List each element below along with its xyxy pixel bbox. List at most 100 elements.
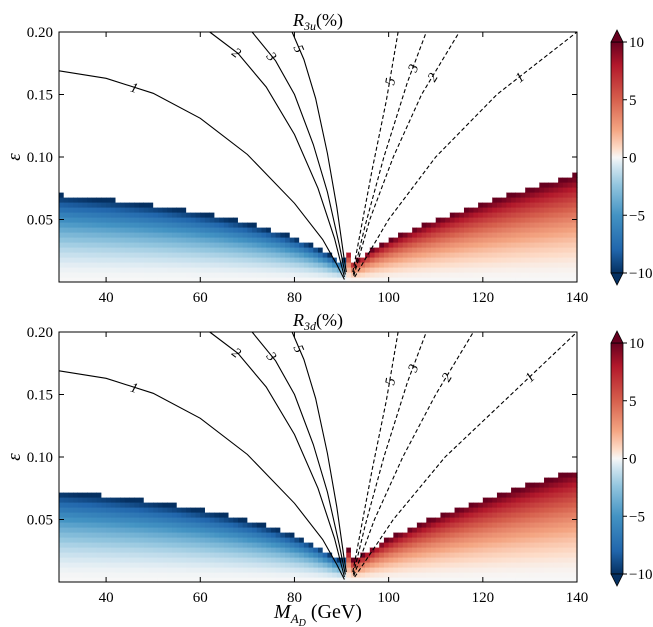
heatmap-cell: [91, 247, 98, 253]
heatmap-cell: [275, 152, 281, 158]
heatmap-cell: [280, 37, 286, 43]
heatmap-cell: [73, 77, 79, 83]
heatmap-cell: [463, 237, 470, 243]
heatmap-cell: [496, 222, 503, 228]
heatmap-cell: [487, 187, 493, 193]
heatmap-cell: [82, 37, 88, 43]
heatmap-cell: [482, 157, 489, 163]
heatmap-cell: [59, 57, 65, 63]
heatmap-cell: [445, 152, 451, 158]
heatmap-cell: [115, 242, 121, 248]
heatmap-cell: [68, 252, 74, 258]
heatmap-cell: [219, 37, 225, 43]
heatmap-cell: [350, 277, 357, 283]
heatmap-cell: [167, 102, 173, 108]
heatmap-cell: [237, 67, 244, 73]
heatmap-cell: [87, 242, 93, 248]
heatmap-cell: [355, 222, 361, 228]
heatmap-cell: [219, 72, 225, 78]
heatmap-cell: [106, 252, 112, 258]
heatmap-cell: [153, 127, 159, 133]
heatmap-cell: [393, 82, 399, 88]
heatmap-cell: [492, 187, 498, 193]
heatmap-cell: [440, 232, 446, 238]
heatmap-cell: [431, 187, 437, 193]
heatmap-cell: [209, 252, 215, 258]
heatmap-cell: [124, 157, 131, 163]
heatmap-cell: [327, 252, 333, 258]
heatmap-cell: [167, 197, 173, 203]
heatmap-cell: [124, 227, 131, 233]
heatmap-cell: [525, 237, 531, 243]
heatmap-cell: [416, 187, 423, 193]
heatmap-cell: [110, 102, 117, 108]
heatmap-cell: [157, 47, 164, 53]
heatmap-cell: [449, 37, 456, 43]
heatmap-cell: [167, 152, 173, 158]
heatmap-cell: [96, 132, 102, 138]
heatmap-cell: [416, 217, 423, 223]
heatmap-cell: [473, 67, 479, 73]
heatmap-cell: [186, 32, 192, 38]
heatmap-cell: [383, 227, 390, 233]
heatmap-cell: [209, 132, 215, 138]
heatmap-cell: [369, 267, 376, 273]
heatmap-cell: [204, 32, 211, 38]
heatmap-cell: [134, 132, 140, 138]
heatmap-cell: [139, 122, 145, 128]
heatmap-cell: [468, 122, 474, 128]
heatmap-cell: [374, 137, 380, 143]
heatmap-cell: [487, 102, 493, 108]
heatmap-cell: [341, 77, 347, 83]
heatmap-cell: [308, 202, 314, 208]
heatmap-cell: [473, 32, 479, 38]
heatmap-cell: [209, 212, 215, 218]
heatmap-cell: [303, 157, 310, 163]
heatmap-cell: [492, 202, 498, 208]
heatmap-cell: [496, 177, 503, 183]
heatmap-cell: [440, 67, 446, 73]
heatmap-cell: [332, 257, 338, 263]
heatmap-cell: [459, 257, 465, 263]
heatmap-cell: [341, 62, 347, 68]
heatmap-cell: [473, 112, 479, 118]
heatmap-cell: [299, 122, 305, 128]
heatmap-cell: [256, 167, 263, 173]
heatmap-cell: [525, 222, 531, 228]
heatmap-cell: [153, 72, 159, 78]
heatmap-cell: [110, 262, 117, 268]
heatmap-cell: [247, 197, 253, 203]
heatmap-cell: [129, 222, 135, 228]
heatmap-cell: [204, 187, 211, 193]
heatmap-cell: [162, 272, 168, 278]
heatmap-cell: [91, 242, 98, 248]
heatmap-cell: [204, 177, 211, 183]
heatmap-cell: [115, 262, 121, 268]
heatmap-cell: [280, 237, 286, 243]
heatmap-cell: [176, 127, 183, 133]
heatmap-cell: [308, 67, 314, 73]
heatmap-cell: [153, 97, 159, 103]
heatmap-cell: [294, 257, 300, 263]
heatmap-cell: [468, 97, 474, 103]
heatmap-cell: [336, 192, 343, 198]
heatmap-cell: [407, 187, 413, 193]
heatmap-cell: [289, 137, 296, 143]
heatmap-cell: [270, 117, 277, 123]
heatmap-cell: [445, 37, 451, 43]
heatmap-cell: [209, 127, 215, 133]
heatmap-cell: [299, 132, 305, 138]
heatmap-cell: [341, 72, 347, 78]
heatmap-cell: [233, 197, 239, 203]
heatmap-cell: [223, 67, 230, 73]
heatmap-cell: [421, 202, 427, 208]
heatmap-cell: [525, 242, 531, 248]
heatmap-cell: [440, 32, 446, 38]
heatmap-cell: [219, 257, 225, 263]
heatmap-cell: [204, 217, 211, 223]
heatmap-cell: [402, 192, 409, 198]
heatmap-cell: [190, 62, 197, 68]
heatmap-cell: [318, 207, 324, 213]
heatmap-cell: [515, 272, 522, 278]
heatmap-cell: [402, 227, 409, 233]
